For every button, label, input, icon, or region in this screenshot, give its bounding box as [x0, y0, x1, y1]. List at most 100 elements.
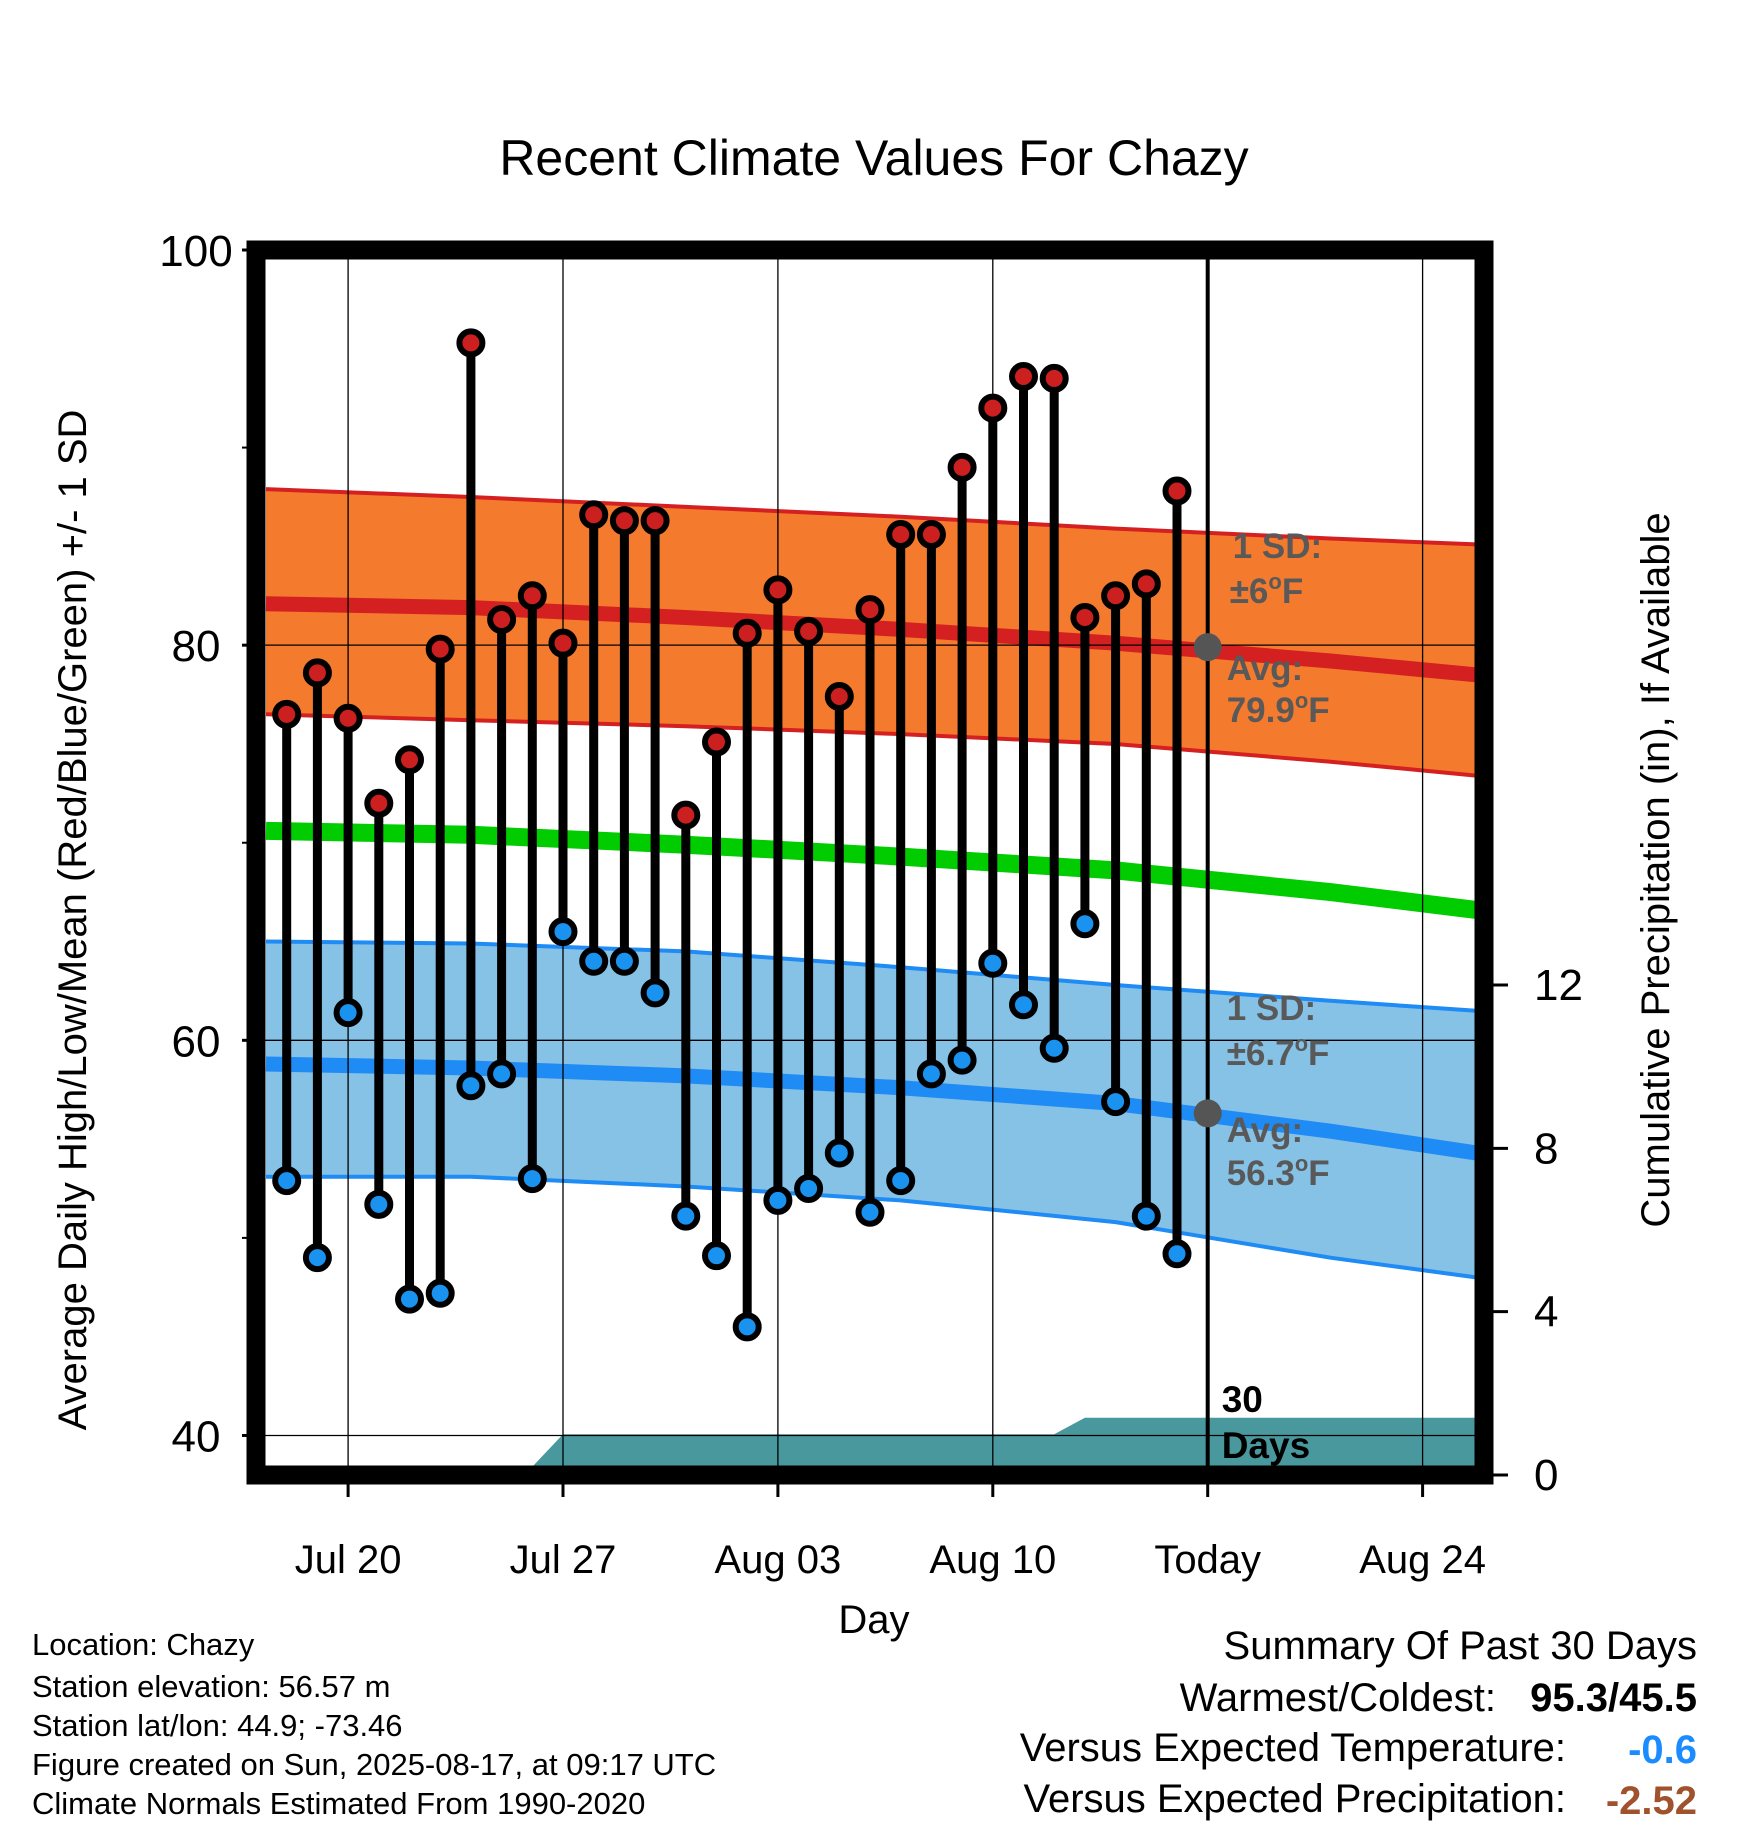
low-sd-label: 1 SD:	[1227, 989, 1316, 1028]
high-marker	[794, 616, 824, 646]
low-marker	[671, 1201, 701, 1231]
high-marker	[333, 703, 363, 733]
low-marker	[1162, 1239, 1192, 1269]
low-marker	[1009, 990, 1038, 1020]
low-sd-value: ±6.7oF	[1227, 1031, 1330, 1073]
high-marker	[1039, 363, 1069, 393]
high-marker	[609, 506, 639, 536]
high-marker	[302, 658, 332, 688]
high-marker	[579, 500, 609, 530]
low-marker	[732, 1312, 762, 1342]
y-tick-label: 80	[172, 622, 221, 671]
footer-location: Location: Chazy	[32, 1627, 255, 1662]
low-marker	[579, 946, 609, 976]
low-marker	[1131, 1201, 1161, 1231]
low-marker	[456, 1071, 486, 1101]
versus-temp-value: -0.6	[1628, 1728, 1697, 1772]
high-marker	[671, 800, 701, 830]
low-marker	[916, 1059, 946, 1089]
footer-created: Figure created on Sun, 2025-08-17, at 09…	[32, 1747, 716, 1782]
high-marker	[456, 328, 486, 358]
plot-frame	[246, 240, 1494, 1485]
high-marker	[824, 682, 854, 712]
station-info: Location: Chazy Station elevation: 56.57…	[32, 1627, 716, 1821]
versus-precip-label: Versus Expected Precipitation:	[1023, 1777, 1566, 1821]
versus-precip-value: -2.52	[1606, 1779, 1697, 1823]
high-avg-label: Avg:	[1227, 649, 1303, 688]
high-marker	[916, 520, 946, 550]
y-tick-label: 100	[159, 227, 232, 276]
high-marker	[1070, 603, 1100, 632]
summary-panel: Summary Of Past 30 Days Warmest/Coldest:…	[1020, 1624, 1697, 1823]
low-marker	[794, 1174, 824, 1204]
high-sd-value: ±6oF	[1230, 569, 1304, 611]
low-marker	[517, 1164, 547, 1194]
low-marker	[763, 1185, 793, 1215]
high-marker	[1101, 581, 1131, 611]
y2-tick-label: 0	[1534, 1451, 1558, 1500]
x-tick-label: Today	[1154, 1538, 1261, 1582]
x-tick-label: Aug 03	[715, 1538, 842, 1582]
high-marker	[855, 595, 885, 625]
low-marker	[886, 1166, 916, 1196]
today-low-avg-marker	[1193, 1099, 1222, 1128]
summary-title: Summary Of Past 30 Days	[1224, 1624, 1697, 1668]
low-marker	[302, 1243, 332, 1273]
y-tick-label: 40	[172, 1412, 221, 1461]
low-avg-label: Avg:	[1227, 1111, 1303, 1150]
low-marker	[609, 946, 639, 976]
x-tick-label: Aug 24	[1359, 1538, 1486, 1582]
x-axis-label: Day	[838, 1598, 909, 1642]
y2-tick-label: 12	[1534, 961, 1583, 1010]
high-marker	[978, 393, 1008, 423]
high-marker	[763, 575, 793, 605]
x-tick-label: Jul 20	[295, 1538, 402, 1582]
versus-temp-label: Versus Expected Temperature:	[1020, 1726, 1566, 1770]
high-marker	[487, 604, 517, 634]
low-marker	[702, 1241, 731, 1271]
high-marker	[1009, 361, 1038, 391]
low-marker	[855, 1197, 885, 1227]
low-marker	[333, 998, 363, 1028]
warmest-coldest-value: 95.3/45.5	[1530, 1676, 1697, 1720]
high-marker	[1131, 569, 1161, 599]
low-marker	[364, 1189, 394, 1219]
x-tick-label: Aug 10	[929, 1538, 1056, 1582]
today-high-avg-marker	[1193, 633, 1222, 662]
low-marker	[272, 1166, 302, 1196]
low-marker	[487, 1059, 517, 1089]
precip-days-label-line1: 30	[1222, 1379, 1263, 1420]
chart-title: Recent Climate Values For Chazy	[499, 130, 1248, 186]
high-marker	[364, 788, 394, 818]
high-marker	[947, 452, 977, 482]
y2-tick-label: 8	[1534, 1124, 1558, 1173]
y2-tick-label: 4	[1534, 1288, 1558, 1337]
high-marker	[702, 727, 731, 757]
precip-days-label-line2: Days	[1222, 1425, 1310, 1466]
high-marker	[732, 618, 762, 648]
high-avg-value: 79.9oF	[1227, 688, 1330, 730]
high-marker	[1162, 476, 1192, 506]
low-marker	[1070, 909, 1100, 939]
low-marker	[395, 1284, 424, 1314]
high-marker	[886, 520, 916, 550]
high-marker	[272, 699, 302, 729]
low-marker	[1101, 1087, 1131, 1117]
warmest-coldest-label: Warmest/Coldest:	[1180, 1676, 1496, 1720]
footer-latlon: Station lat/lon: 44.9; -73.46	[32, 1708, 403, 1743]
precip-area	[378, 1417, 1476, 1475]
low-marker	[425, 1278, 455, 1308]
low-sd-lower-edge	[266, 1174, 1477, 1280]
y-tick-label: 60	[172, 1017, 221, 1066]
low-marker	[640, 978, 670, 1008]
high-marker	[395, 745, 424, 775]
low-marker	[824, 1138, 854, 1168]
high-marker	[640, 506, 670, 536]
high-marker	[548, 628, 578, 658]
high-marker	[517, 581, 547, 611]
low-marker	[978, 948, 1008, 978]
low-marker	[1039, 1033, 1069, 1063]
x-tick-label: Jul 27	[510, 1538, 617, 1582]
